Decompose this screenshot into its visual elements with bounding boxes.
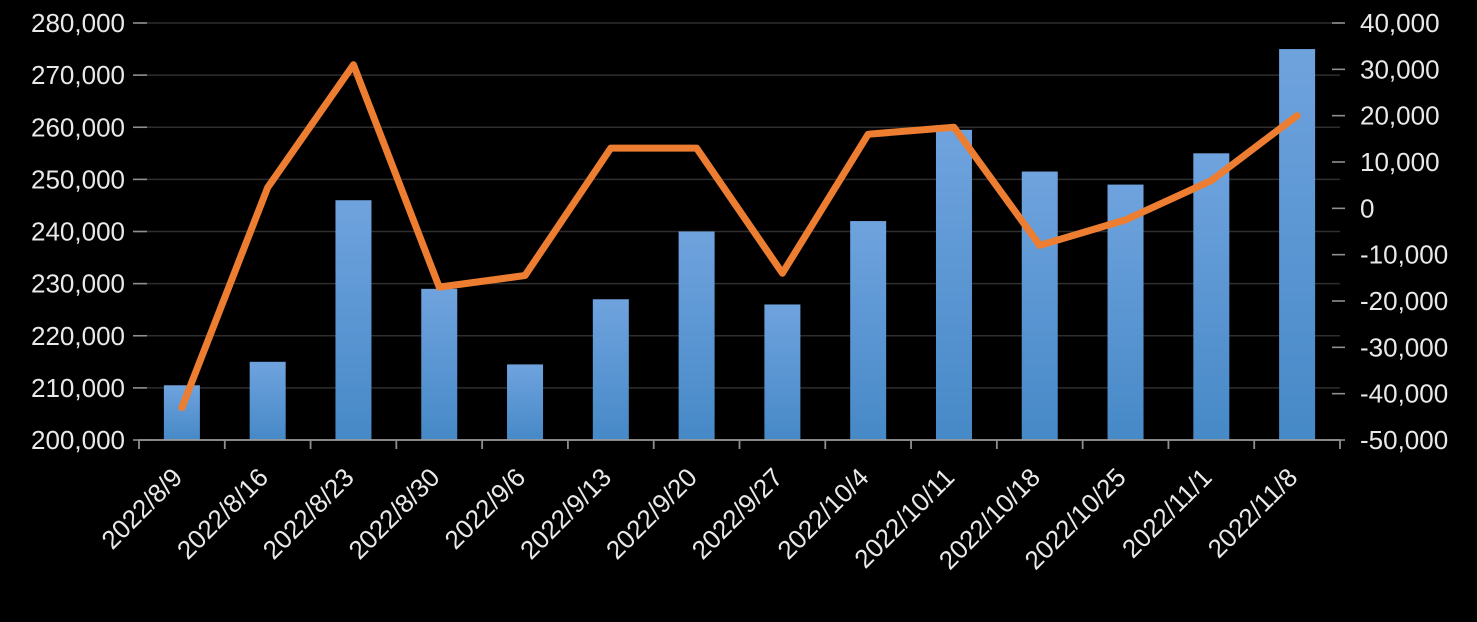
left-axis-label: 270,000 [31,60,125,90]
bar [764,304,801,440]
bar [335,200,372,440]
left-axis-label: 240,000 [31,217,125,247]
left-axis-label: 260,000 [31,112,125,142]
bar [507,364,544,440]
right-axis-label: -30,000 [1360,332,1448,362]
bar [850,221,887,440]
right-axis-label: 40,000 [1360,8,1440,38]
right-axis-label: -20,000 [1360,286,1448,316]
right-axis-label: 20,000 [1360,101,1440,131]
bar [592,299,629,440]
bar [1279,49,1316,440]
right-axis-label: -10,000 [1360,240,1448,270]
right-axis-label: 0 [1360,193,1374,223]
bar [1107,184,1144,440]
bar [1021,171,1058,440]
right-axis-label: -40,000 [1360,379,1448,409]
trend-line [178,61,1301,412]
bar [935,129,972,440]
left-axis-label: 210,000 [31,373,125,403]
right-axis-label: 10,000 [1360,147,1440,177]
bar [163,385,200,440]
right-axis-label: 30,000 [1360,54,1440,84]
bar [249,361,286,440]
left-axis-label: 200,000 [31,425,125,455]
left-axis-label: 280,000 [31,8,125,38]
bar [421,288,458,440]
bar [1193,153,1230,440]
right-axis-label: -50,000 [1360,425,1448,455]
left-axis-label: 230,000 [31,269,125,299]
left-axis-label: 250,000 [31,164,125,194]
bar [678,231,715,440]
left-axis-label: 220,000 [31,321,125,351]
